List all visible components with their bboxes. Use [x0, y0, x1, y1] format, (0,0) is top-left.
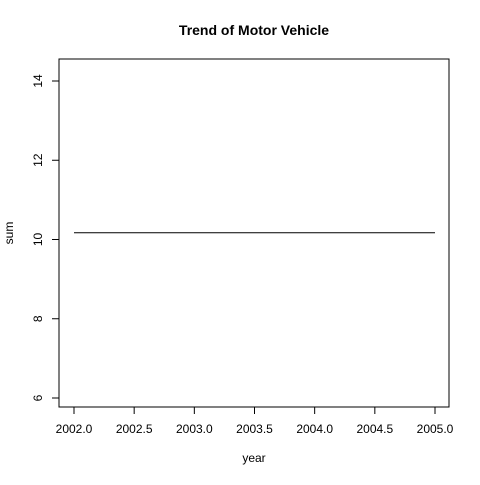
y-axis: 6 8 10 12 14 — [31, 74, 59, 401]
x-axis: 2002.0 2002.5 2003.0 2003.5 2004.0 2004.5 2005… — [56, 407, 454, 436]
x-tick-label: 2004.0 — [296, 422, 333, 436]
chart-title: Trend of Motor Vehicle — [179, 22, 329, 38]
x-tick-label: 2002.0 — [56, 422, 93, 436]
y-tick-label: 14 — [31, 74, 45, 88]
x-tick-label: 2003.0 — [176, 422, 213, 436]
y-tick-label: 12 — [31, 153, 45, 167]
x-axis-label: year — [242, 451, 265, 465]
x-tick-label: 2003.5 — [236, 422, 273, 436]
y-tick-label: 6 — [31, 394, 45, 401]
x-tick-label: 2002.5 — [116, 422, 153, 436]
x-tick-label: 2004.5 — [356, 422, 393, 436]
x-tick-label: 2005.0 — [417, 422, 454, 436]
y-tick-label: 10 — [31, 233, 45, 247]
y-tick-label: 8 — [31, 315, 45, 322]
y-axis-label: sum — [2, 222, 16, 245]
